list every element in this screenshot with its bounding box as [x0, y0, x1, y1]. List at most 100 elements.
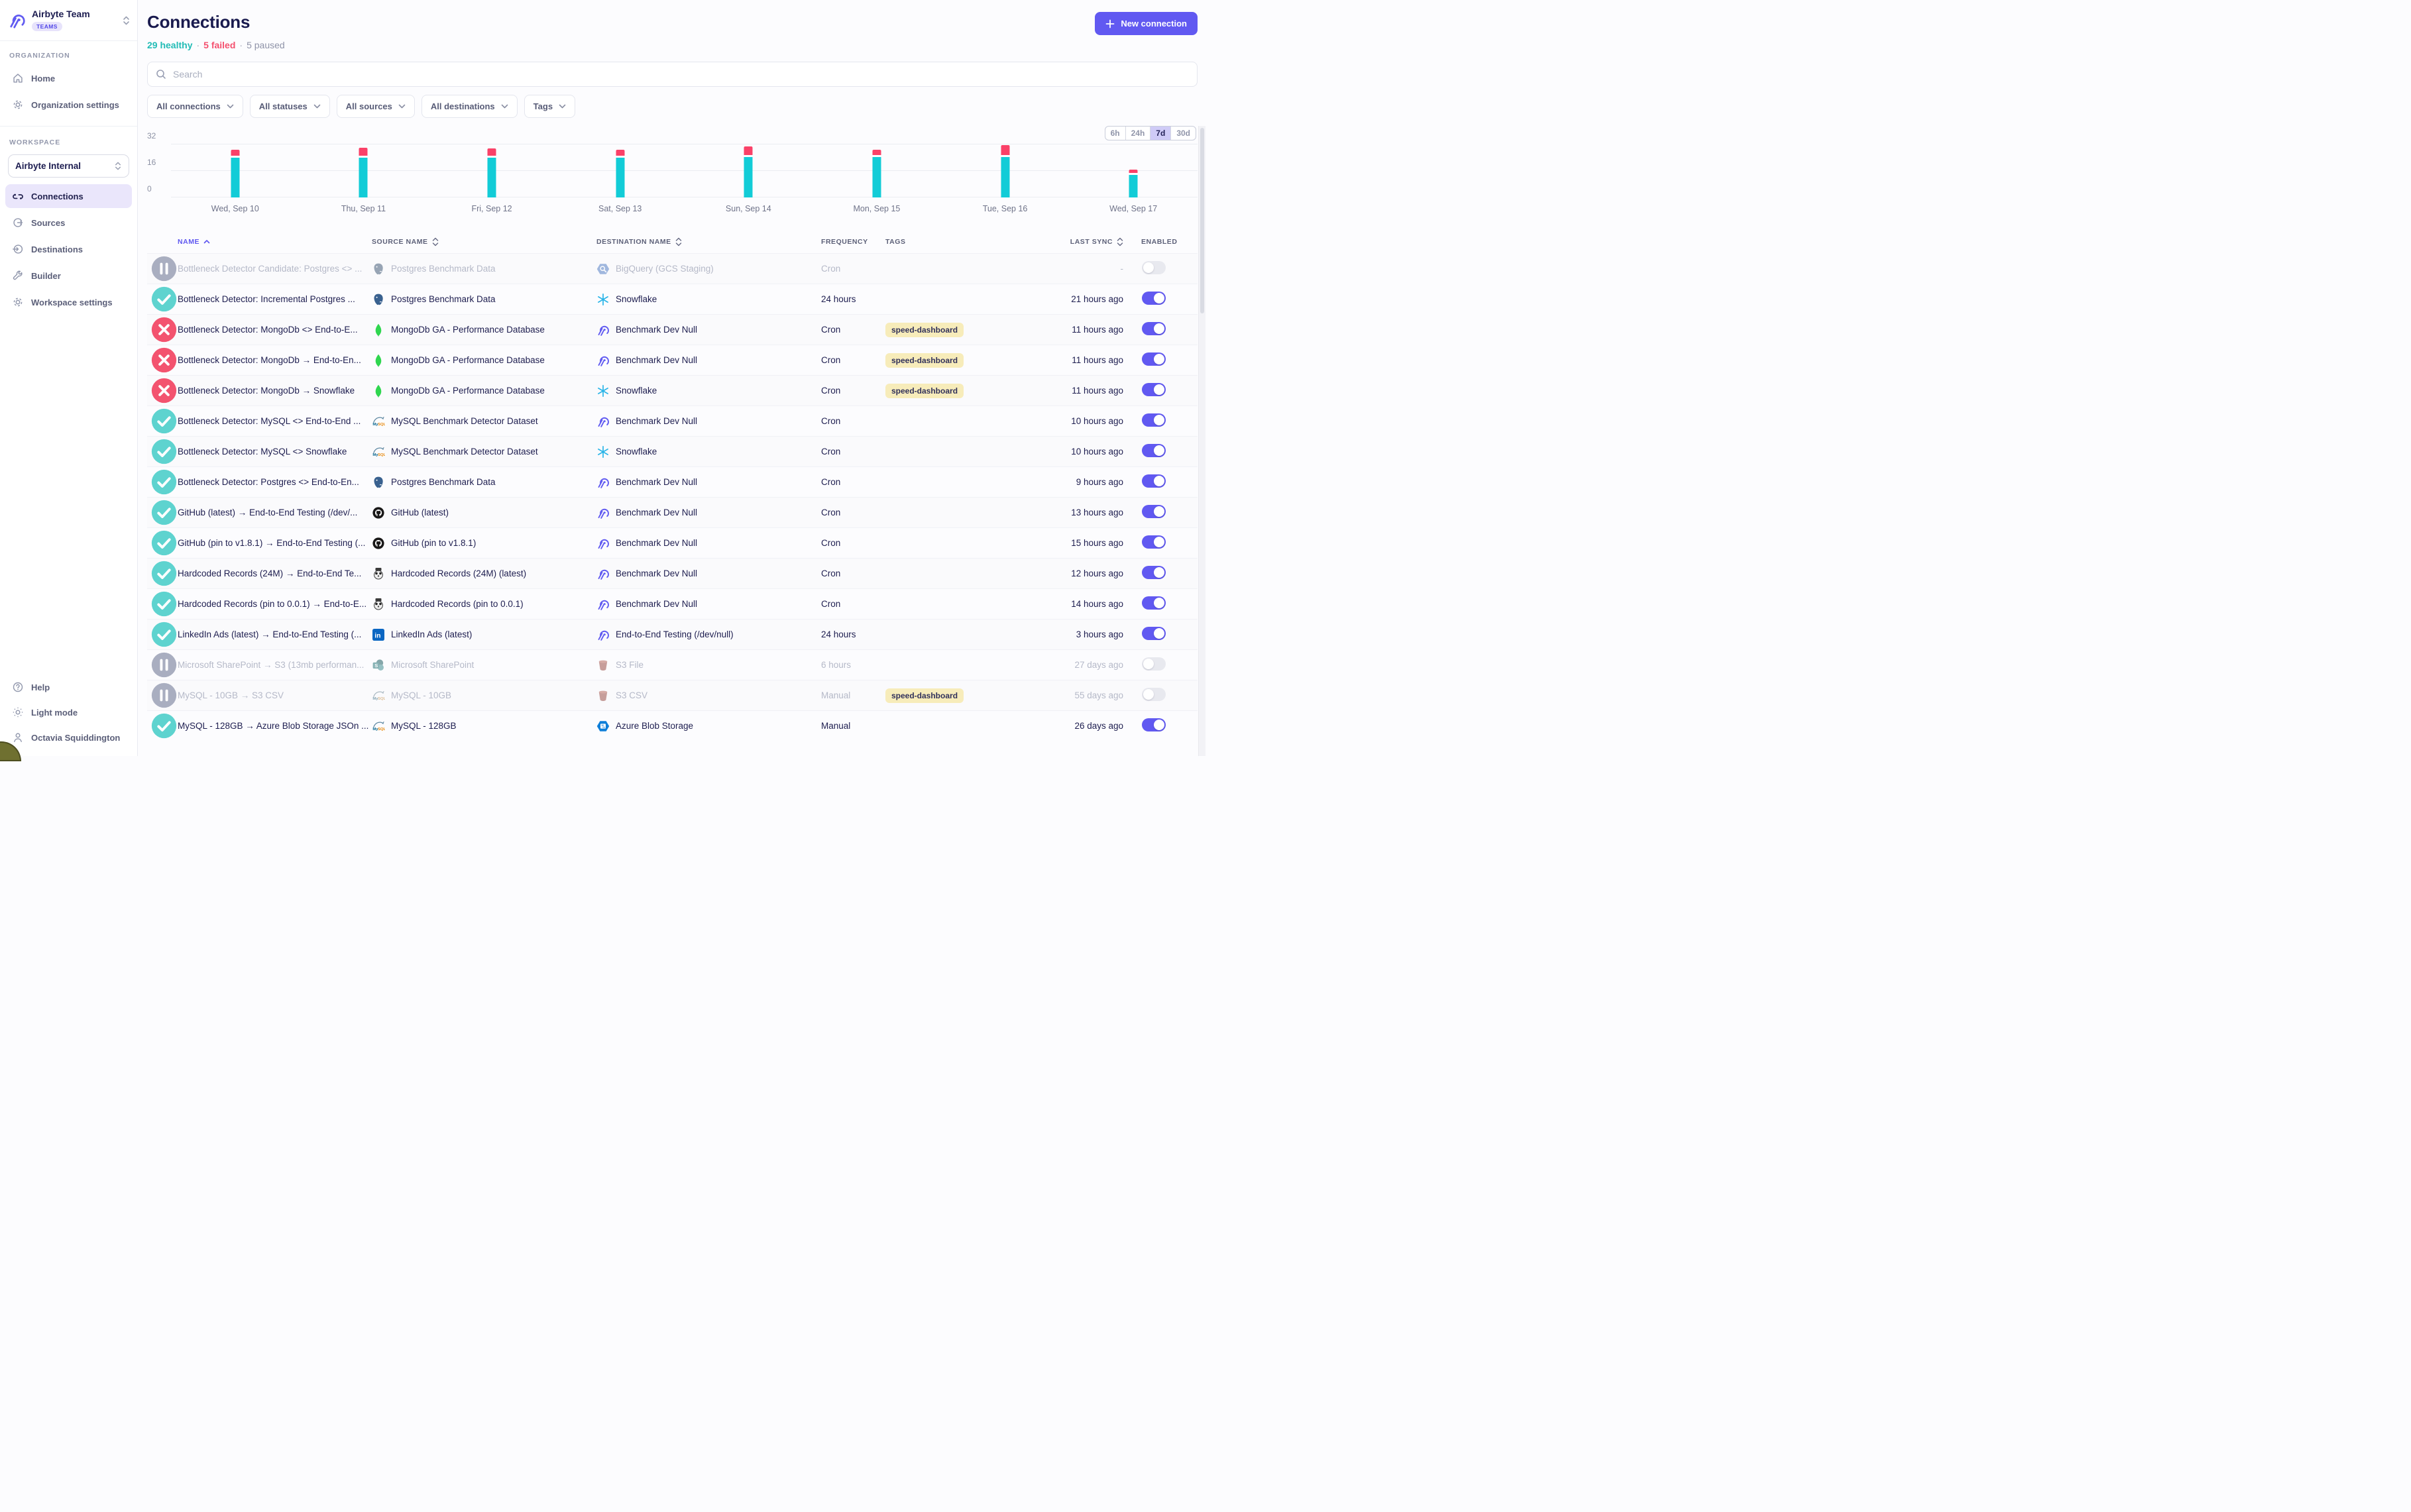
- success-status-icon: [150, 590, 178, 618]
- enabled-toggle[interactable]: [1142, 444, 1166, 457]
- sidebar-item-builder[interactable]: Builder: [5, 264, 132, 288]
- sidebar-item-connections[interactable]: Connections: [5, 184, 132, 208]
- source-name: MongoDb GA - Performance Database: [391, 355, 545, 365]
- success-status-icon: [150, 438, 178, 465]
- table-row[interactable]: LinkedIn Ads (latest) → End-to-End Testi…: [147, 619, 1198, 649]
- chart-bar-group: [941, 144, 1070, 197]
- tag-badge: speed-dashboard: [885, 688, 964, 703]
- frequency-value: Cron: [821, 508, 885, 517]
- chart-bar-group: [1069, 144, 1198, 197]
- table-row[interactable]: GitHub (latest) → End-to-End Testing (/d…: [147, 497, 1198, 527]
- range-option-6h[interactable]: 6h: [1105, 127, 1125, 140]
- table-row[interactable]: Bottleneck Detector: MySQL <> SnowflakeM…: [147, 436, 1198, 466]
- frequency-value: Cron: [821, 355, 885, 365]
- succeeded-syncs-bar: [616, 158, 624, 197]
- table-row[interactable]: Bottleneck Detector: MongoDb → Snowflake…: [147, 375, 1198, 405]
- table-row[interactable]: Hardcoded Records (pin to 0.0.1) → End-t…: [147, 588, 1198, 619]
- table-row[interactable]: MySQL - 128GB → Azure Blob Storage JSOn …: [147, 710, 1198, 741]
- enabled-toggle[interactable]: [1142, 261, 1166, 274]
- enabled-toggle[interactable]: [1142, 627, 1166, 640]
- enabled-toggle[interactable]: [1142, 566, 1166, 579]
- dev-null-icon: [596, 323, 610, 337]
- table-row[interactable]: Microsoft SharePoint → S3 (13mb performa…: [147, 649, 1198, 680]
- column-header-tags: TAGS: [885, 238, 1047, 246]
- table-row[interactable]: Bottleneck Detector: Postgres <> End-to-…: [147, 466, 1198, 497]
- column-header-destination-name[interactable]: DESTINATION NAME: [596, 237, 821, 246]
- help-icon: [12, 681, 24, 693]
- last-sync-value: 55 days ago: [1074, 690, 1123, 700]
- chart-bar-group: [171, 144, 300, 197]
- new-connection-button[interactable]: New connection: [1095, 12, 1198, 35]
- connection-name: Bottleneck Detector: MySQL <> End-to-End…: [178, 416, 361, 426]
- table-row[interactable]: Bottleneck Detector: Incremental Postgre…: [147, 284, 1198, 314]
- page-title: Connections: [147, 12, 285, 32]
- sidebar-item-user-menu[interactable]: Octavia Squiddington: [5, 726, 132, 749]
- range-option-30d[interactable]: 30d: [1170, 127, 1196, 140]
- sidebar: Airbyte Team TEAMS ORGANIZATION Home Org…: [0, 0, 138, 756]
- table-row[interactable]: GitHub (pin to v1.8.1) → End-to-End Test…: [147, 527, 1198, 558]
- enabled-toggle[interactable]: [1142, 688, 1166, 701]
- source-name: MySQL - 10GB: [391, 690, 451, 700]
- filter-dropdown-all-destinations[interactable]: All destinations: [421, 95, 518, 118]
- svg-text:in: in: [374, 631, 380, 639]
- sidebar-item-sources[interactable]: Sources: [5, 211, 132, 235]
- connection-name: Bottleneck Detector: MySQL <> Snowflake: [178, 447, 347, 457]
- table-row[interactable]: Bottleneck Detector Candidate: Postgres …: [147, 253, 1198, 284]
- source-name: MongoDb GA - Performance Database: [391, 325, 545, 335]
- success-status-icon: [150, 529, 178, 557]
- enabled-toggle[interactable]: [1142, 413, 1166, 427]
- enabled-toggle[interactable]: [1142, 383, 1166, 396]
- range-option-7d[interactable]: 7d: [1150, 127, 1170, 140]
- paused-status-icon: [150, 255, 178, 282]
- last-sync-value: 21 hours ago: [1071, 294, 1123, 304]
- frequency-value: Cron: [821, 538, 885, 548]
- search-input[interactable]: [173, 69, 1189, 80]
- search-icon: [156, 69, 166, 80]
- sidebar-item-help[interactable]: Help: [5, 675, 132, 699]
- enabled-toggle[interactable]: [1142, 322, 1166, 335]
- source-name: Postgres Benchmark Data: [391, 294, 496, 304]
- enabled-toggle[interactable]: [1142, 657, 1166, 671]
- scrollbar[interactable]: [1198, 126, 1206, 756]
- sidebar-item-workspace-settings[interactable]: Workspace settings: [5, 290, 132, 314]
- range-option-24h[interactable]: 24h: [1125, 127, 1150, 140]
- succeeded-syncs-bar: [488, 158, 496, 197]
- enabled-toggle[interactable]: [1142, 718, 1166, 731]
- filter-dropdown-tags[interactable]: Tags: [524, 95, 575, 118]
- enabled-toggle[interactable]: [1142, 474, 1166, 488]
- chart-x-tick-label: Thu, Sep 11: [300, 204, 428, 213]
- workspace-select[interactable]: Airbyte Internal: [8, 154, 129, 178]
- enabled-toggle[interactable]: [1142, 292, 1166, 305]
- enabled-toggle[interactable]: [1142, 535, 1166, 549]
- chart-x-tick-label: Sun, Sep 14: [685, 204, 813, 213]
- sidebar-item-destinations[interactable]: Destinations: [5, 237, 132, 261]
- column-header-last-sync[interactable]: LAST SYNC: [1070, 237, 1123, 246]
- connections-table-body: Bottleneck Detector Candidate: Postgres …: [147, 253, 1198, 741]
- filter-dropdown-all-sources[interactable]: All sources: [337, 95, 415, 118]
- s3-icon: [596, 689, 610, 702]
- frequency-value: Cron: [821, 599, 885, 609]
- scrollbar-thumb[interactable]: [1200, 128, 1204, 313]
- table-row[interactable]: Hardcoded Records (24M) → End-to-End Te.…: [147, 558, 1198, 588]
- chevron-down-icon: [559, 104, 566, 109]
- table-row[interactable]: Bottleneck Detector: MongoDb <> End-to-E…: [147, 314, 1198, 345]
- search-bar[interactable]: [147, 62, 1198, 87]
- column-header-name[interactable]: NAME: [178, 238, 372, 246]
- enabled-toggle[interactable]: [1142, 596, 1166, 610]
- enabled-toggle[interactable]: [1142, 505, 1166, 518]
- column-header-source-name[interactable]: SOURCE NAME: [372, 237, 596, 246]
- filter-dropdown-all-statuses[interactable]: All statuses: [250, 95, 330, 118]
- table-row[interactable]: MySQL - 10GB → S3 CSVMySQLMySQL - 10GBS3…: [147, 680, 1198, 710]
- frequency-value: Cron: [821, 416, 885, 426]
- sidebar-item-organization-settings[interactable]: Organization settings: [5, 93, 132, 117]
- table-row[interactable]: Bottleneck Detector: MySQL <> End-to-End…: [147, 405, 1198, 436]
- table-row[interactable]: Bottleneck Detector: MongoDb → End-to-En…: [147, 345, 1198, 375]
- enabled-toggle[interactable]: [1142, 352, 1166, 366]
- workspace-switcher[interactable]: Airbyte Team TEAMS: [0, 0, 137, 41]
- sidebar-item-light-mode[interactable]: Light mode: [5, 700, 132, 724]
- succeeded-syncs-bar: [1001, 157, 1009, 197]
- sidebar-item-home[interactable]: Home: [5, 66, 132, 90]
- source-name: Hardcoded Records (pin to 0.0.1): [391, 599, 524, 609]
- hardcoded-records-icon: [372, 598, 385, 611]
- filter-dropdown-all-connections[interactable]: All connections: [147, 95, 243, 118]
